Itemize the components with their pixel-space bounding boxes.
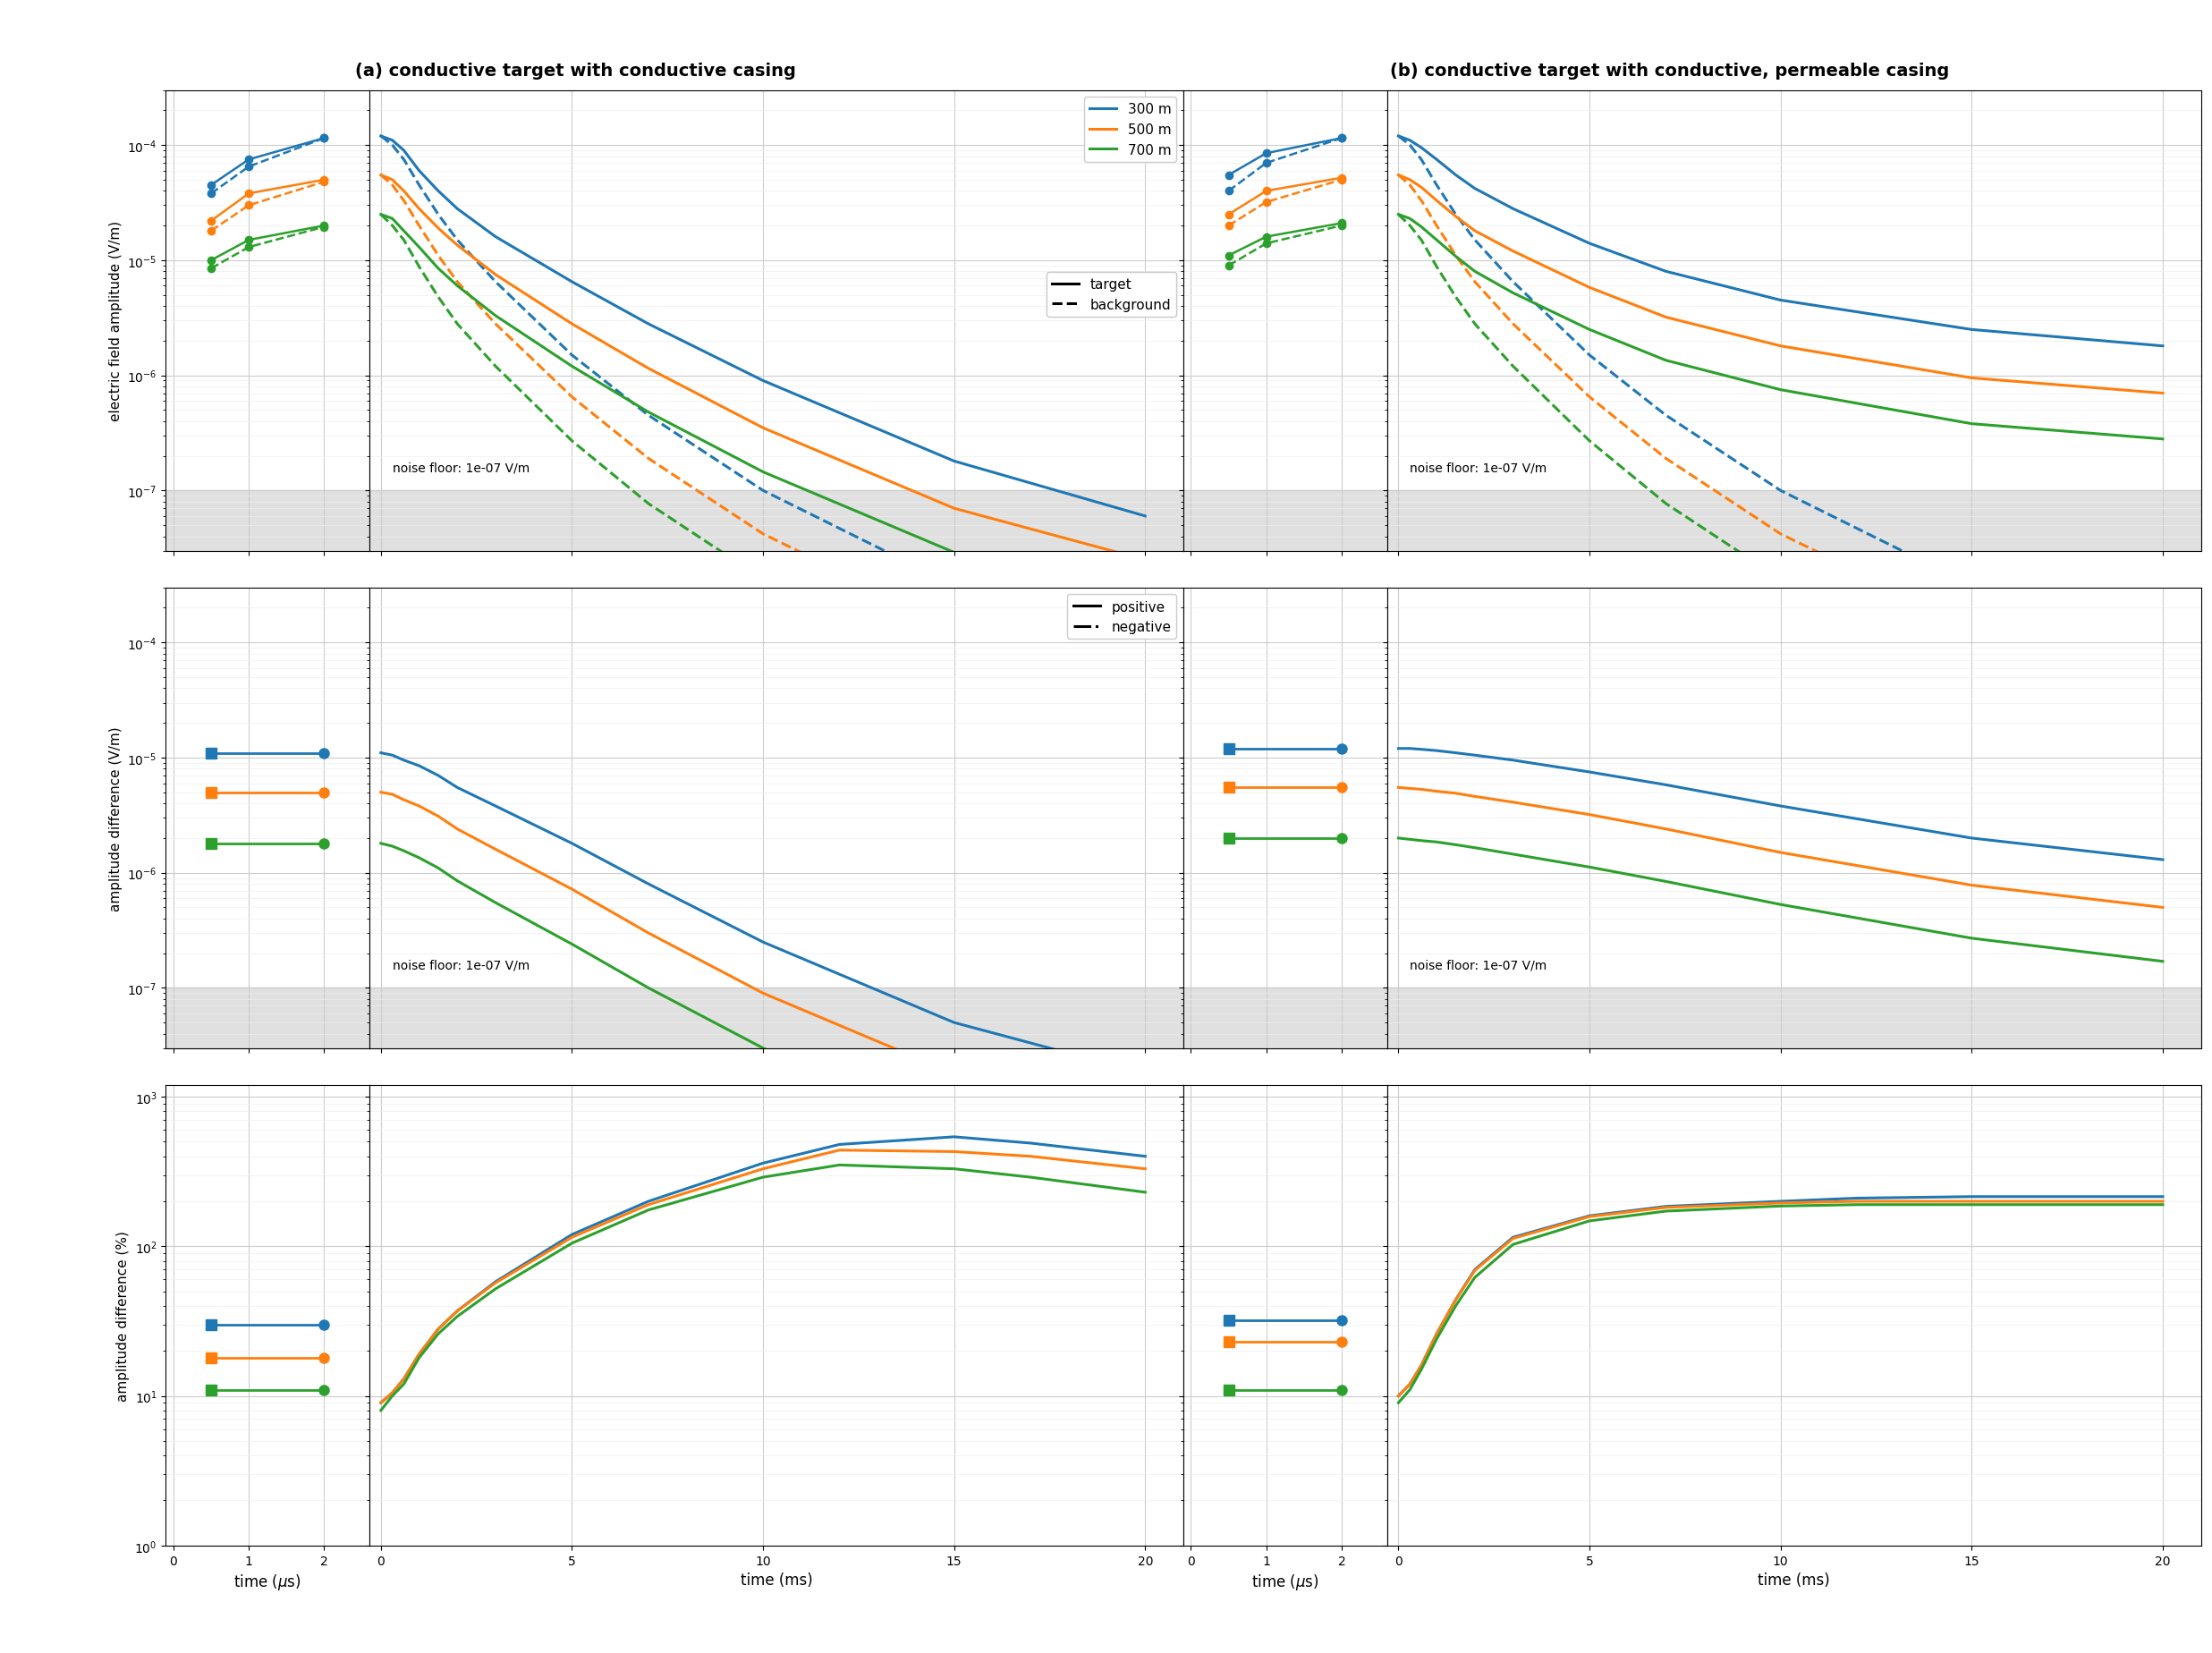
Bar <box>369 988 1183 1048</box>
Bar <box>1387 988 2201 1048</box>
Text: (a) conductive target with conductive casing: (a) conductive target with conductive ca… <box>354 63 796 79</box>
Bar <box>166 491 369 550</box>
Y-axis label: amplitude difference (%): amplitude difference (%) <box>117 1230 131 1400</box>
Y-axis label: electric field amplitude (V/m): electric field amplitude (V/m) <box>108 222 122 422</box>
Legend: target, background: target, background <box>1046 273 1177 317</box>
Text: noise floor: 1e-07 V/m: noise floor: 1e-07 V/m <box>1409 959 1546 972</box>
Text: noise floor: 1e-07 V/m: noise floor: 1e-07 V/m <box>392 461 529 474</box>
Bar <box>166 988 369 1048</box>
Text: noise floor: 1e-07 V/m: noise floor: 1e-07 V/m <box>1409 461 1546 474</box>
Legend: positive, negative: positive, negative <box>1068 595 1177 640</box>
Y-axis label: amplitude difference (V/m): amplitude difference (V/m) <box>108 726 122 911</box>
X-axis label: time ($\mu$s): time ($\mu$s) <box>234 1572 301 1592</box>
X-axis label: time ($\mu$s): time ($\mu$s) <box>1252 1572 1318 1592</box>
Bar <box>369 491 1183 550</box>
Bar <box>1387 491 2201 550</box>
Bar <box>1183 988 1387 1048</box>
Text: (b) conductive target with conductive, permeable casing: (b) conductive target with conductive, p… <box>1391 63 1949 79</box>
X-axis label: time (ms): time (ms) <box>1759 1572 1829 1589</box>
Bar <box>1183 491 1387 550</box>
X-axis label: time (ms): time (ms) <box>741 1572 812 1589</box>
Text: noise floor: 1e-07 V/m: noise floor: 1e-07 V/m <box>392 959 529 972</box>
